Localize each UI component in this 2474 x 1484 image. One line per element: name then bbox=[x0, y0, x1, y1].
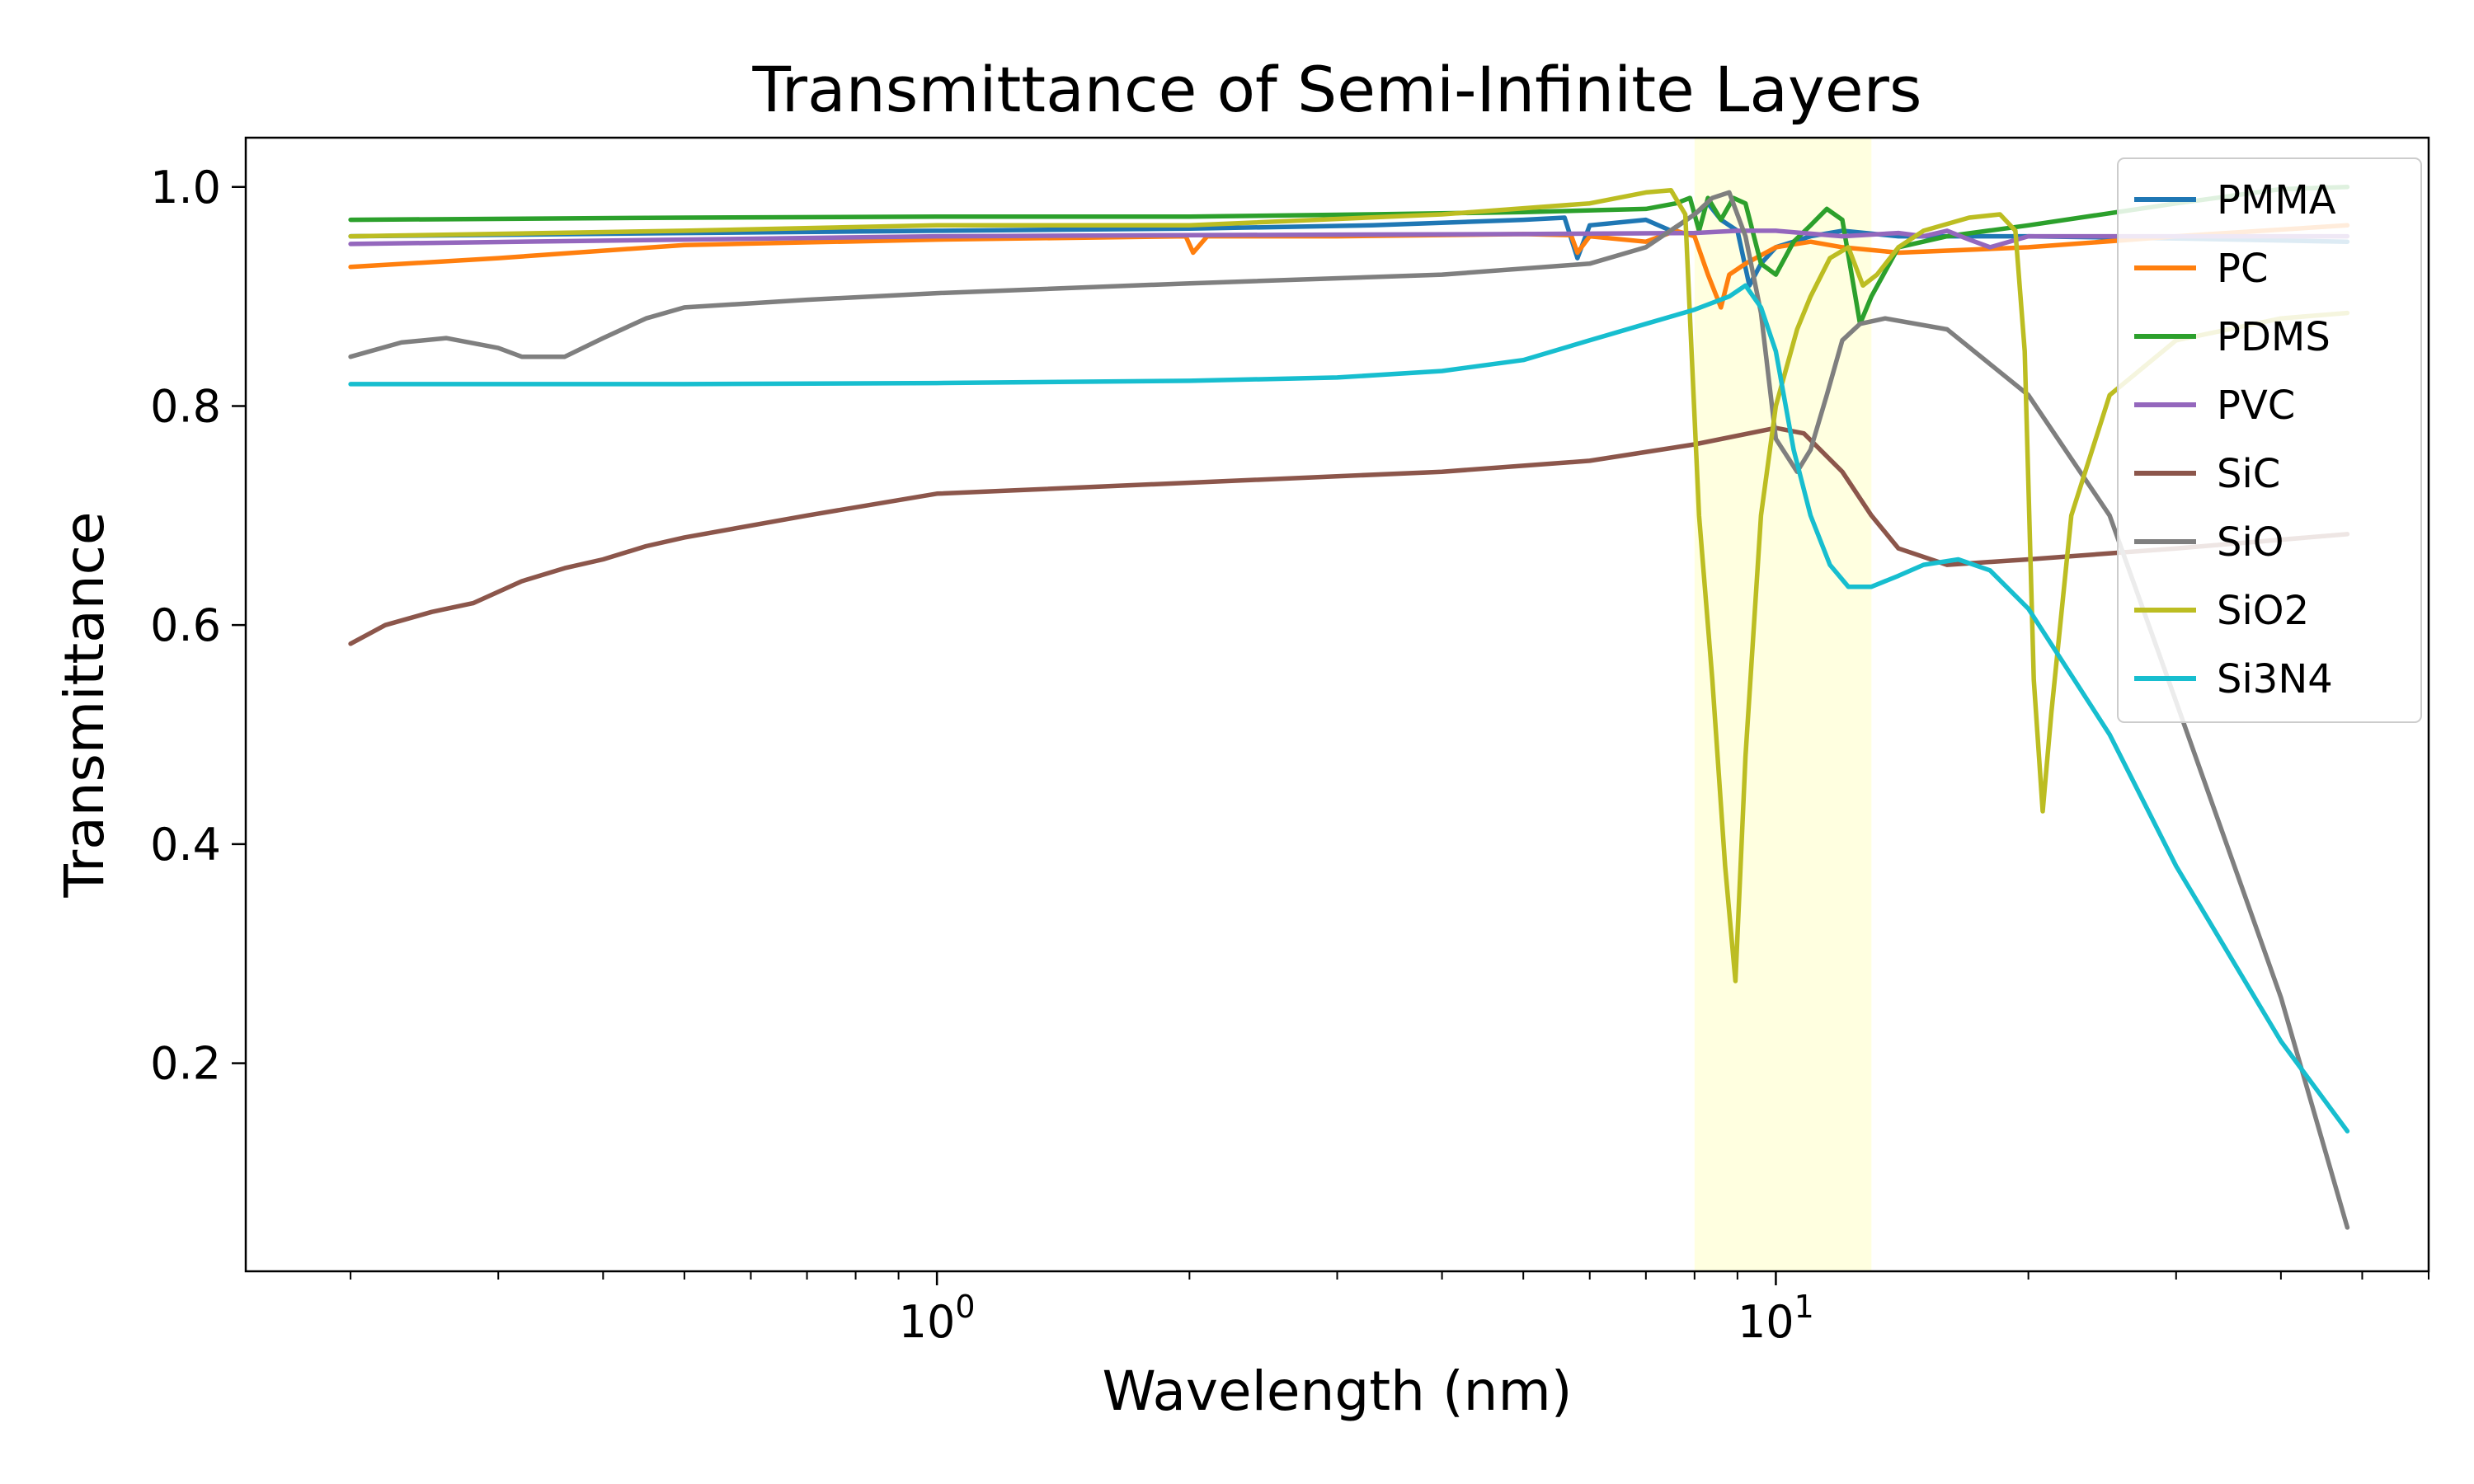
legend-label-pmma: PMMA bbox=[2217, 177, 2336, 223]
series-line-si3n4 bbox=[348, 283, 2350, 1134]
y-tick-label: 0.2 bbox=[150, 1038, 221, 1090]
legend-label-sio: SiO bbox=[2217, 519, 2284, 566]
series-line-sio2 bbox=[348, 188, 2350, 984]
legend-label-pc: PC bbox=[2217, 246, 2268, 292]
y-tick-label: 1.0 bbox=[150, 162, 221, 214]
legend-label-sic: SiC bbox=[2217, 451, 2280, 497]
y-axis-ticks: 0.2 0.4 0.6 0.8 1.0 bbox=[150, 162, 246, 1090]
x-axis-label: Wavelength (nm) bbox=[1102, 1360, 1572, 1423]
highlight-band-layer bbox=[1694, 138, 1872, 1271]
y-axis-label: Transmittance bbox=[53, 512, 116, 899]
y-tick-label: 0.4 bbox=[150, 819, 221, 871]
x-tick-label: 101 bbox=[1738, 1289, 1814, 1348]
highlight-band bbox=[1694, 138, 1872, 1271]
chart-title: Transmittance of Semi-Infinite Layers bbox=[752, 53, 1922, 126]
legend-label-si3n4: Si3N4 bbox=[2217, 656, 2333, 702]
y-tick-label: 0.6 bbox=[150, 599, 221, 651]
y-tick-label: 0.8 bbox=[150, 380, 221, 432]
legend-label-pvc: PVC bbox=[2217, 383, 2295, 429]
legend-label-pdms: PDMS bbox=[2217, 314, 2331, 360]
legend-label-sio2: SiO2 bbox=[2217, 588, 2309, 634]
series-line-sic bbox=[348, 425, 2350, 646]
x-axis-ticks: 100 101 bbox=[350, 1271, 2429, 1348]
series-layer bbox=[348, 185, 2350, 1230]
series-line-pvc bbox=[348, 228, 2350, 250]
x-tick-label: 100 bbox=[899, 1289, 976, 1348]
legend-box bbox=[2117, 157, 2422, 723]
series-line-sio bbox=[348, 190, 2350, 1230]
legend: PMMA PC PDMS PVC SiC SiO SiO2 Si3N4 bbox=[2117, 157, 2422, 723]
